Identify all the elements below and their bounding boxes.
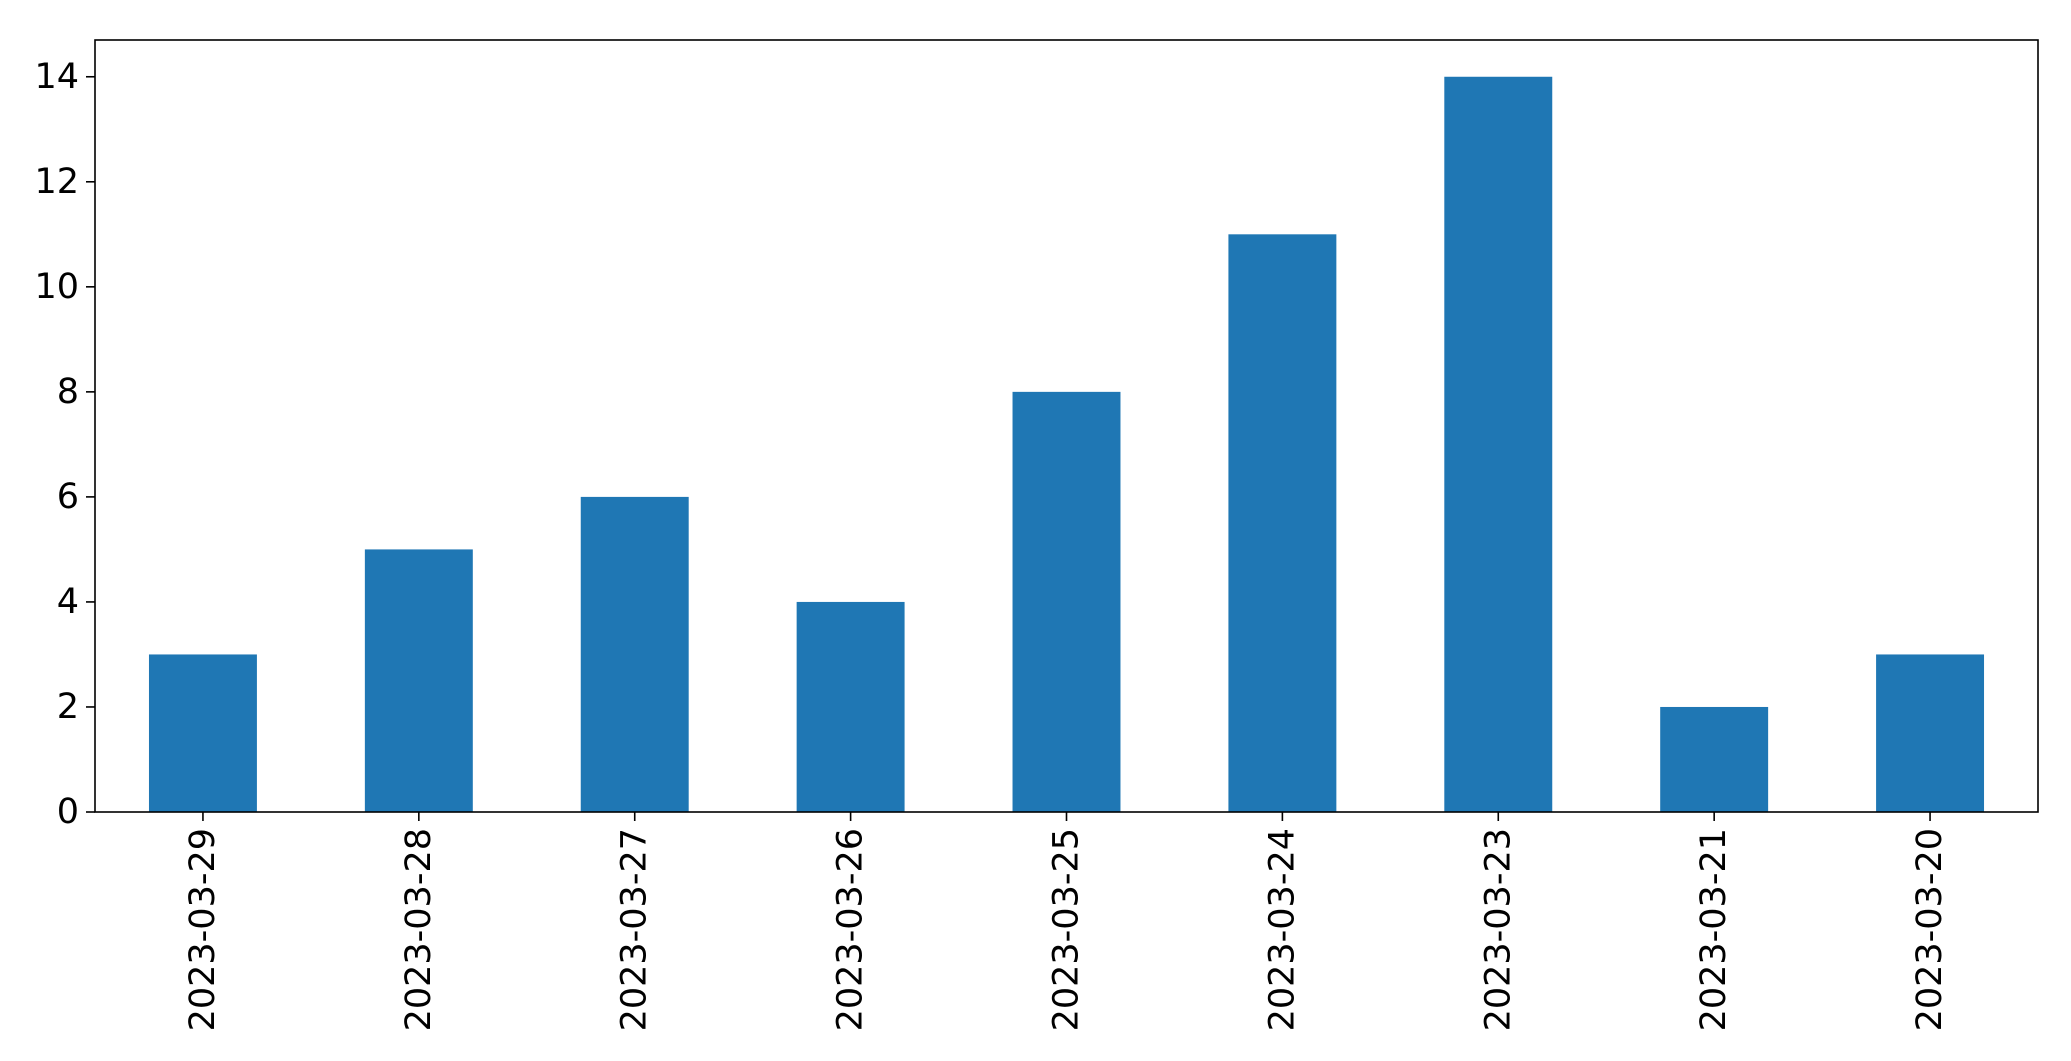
y-tick-label: 4 [57,582,79,622]
y-tick-label: 10 [34,267,79,307]
x-tick-label: 2023-03-21 [1694,828,1734,1031]
y-tick-label: 0 [57,792,79,832]
y-tick-label: 12 [34,162,79,202]
bar-2023-03-20 [1876,654,1985,812]
x-tick-label: 2023-03-27 [615,828,655,1031]
x-tick-label: 2023-03-29 [183,828,223,1031]
bar-2023-03-25 [1012,391,1121,812]
y-axis: 0 2 4 6 8 10 12 14 [34,57,95,832]
bar-2023-03-28 [364,549,473,812]
bar-2023-03-29 [148,654,257,812]
bar-2023-03-23 [1444,76,1553,812]
x-tick-label: 2023-03-26 [831,828,871,1031]
y-tick-label: 6 [57,477,79,517]
y-tick-label: 2 [57,687,79,727]
bars-layer [148,76,1985,812]
x-tick-label: 2023-03-25 [1047,828,1087,1031]
x-tick-label: 2023-03-23 [1478,828,1518,1031]
bar-2023-03-24 [1228,234,1337,812]
x-axis: 2023-03-29 2023-03-28 2023-03-27 2023-03-26… [183,812,1950,1031]
x-tick-label: 2023-03-20 [1910,828,1950,1031]
x-tick-label: 2023-03-28 [399,828,439,1031]
bar-2023-03-27 [580,496,689,812]
bar-2023-03-26 [796,601,905,812]
y-tick-label: 8 [57,372,79,412]
bar-2023-03-21 [1660,706,1769,812]
y-tick-label: 14 [34,57,79,97]
x-tick-label: 2023-03-24 [1262,828,1302,1031]
